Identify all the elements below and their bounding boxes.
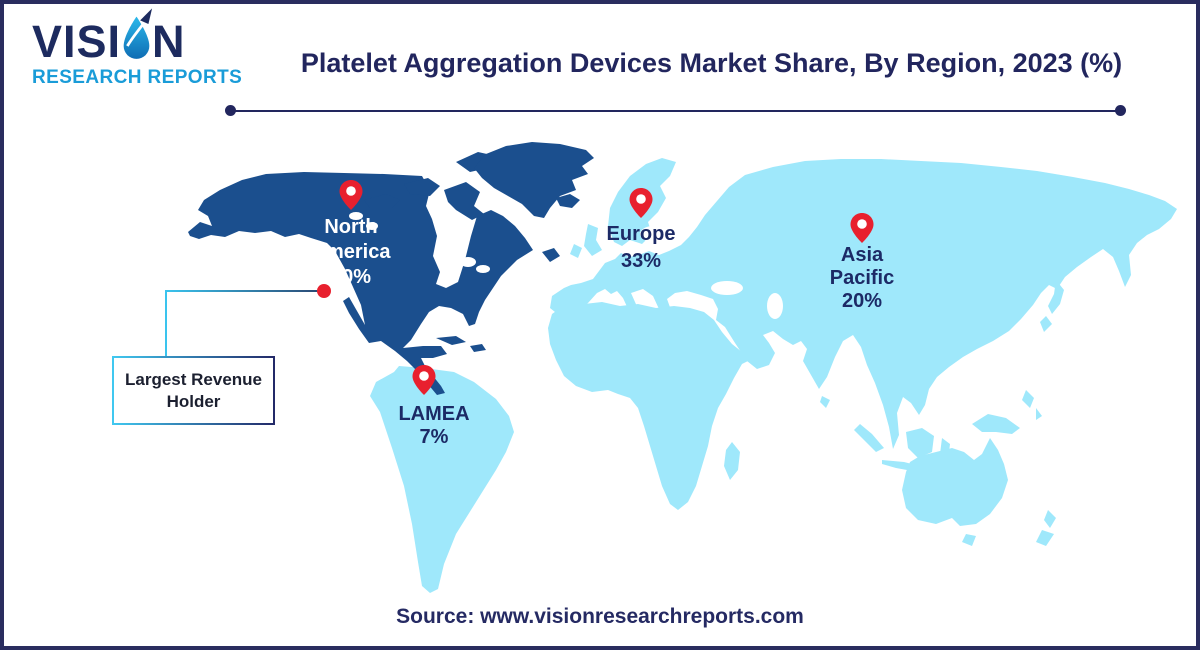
source-label: Source: [396,605,481,628]
map-iceland [556,194,580,208]
map-new-zealand [1036,510,1056,546]
map-north-america [188,172,533,395]
map-sumatra [854,424,884,452]
pin-lamea-icon [412,365,436,395]
vision-research-reports-logo: VISI N RESEARCH REPORTS [32,8,243,89]
title-divider-line [231,110,1121,112]
source-line: Source: www.visionresearchreports.com [4,605,1196,629]
map-africa [548,302,750,510]
label-lamea: LAMEA 7% [364,403,504,449]
label-north-america-value: 40% [330,266,372,288]
label-north-america: North America 40% [281,215,421,290]
map-arctic-islands [364,152,496,220]
map-united-kingdom [584,224,602,256]
map-sri-lanka [820,396,830,408]
label-asia-pacific: Asia Pacific 20% [802,244,922,313]
inland-seas [640,226,783,319]
callout-connector-horizontal [165,290,318,292]
callout-connector-vertical [165,292,167,356]
north-america-lakes [349,212,490,273]
map-greenland [474,142,594,218]
map-japan [1040,280,1064,332]
map-newfoundland [542,248,560,262]
label-europe-line1: Europe [606,223,676,245]
water-drop-arrow-icon [123,8,153,59]
logo-word-part2: N [152,16,186,67]
callout-text: Largest Revenue Holder [125,369,262,411]
page-title: Platelet Aggregation Devices Market Shar… [300,48,1123,78]
label-europe-value: 33% [620,250,662,272]
map-caribbean-islands [436,336,486,352]
divider-right-dot [1115,105,1126,116]
largest-revenue-holder-callout: Largest Revenue Holder [112,356,275,425]
map-pins [339,180,874,395]
map-new-guinea [972,414,1020,434]
source-url-link[interactable]: www.visionresearchreports.com [480,605,804,628]
pin-europe-icon [629,188,653,218]
label-europe: Europe 33% [581,221,701,275]
label-asia-pacific-line2: Pacific [829,267,895,289]
label-asia-pacific-line1: Asia [840,244,884,266]
logo-wordmark: VISI N [32,8,232,67]
callout-anchor-dot [317,284,331,298]
pin-north-america-icon [339,180,363,210]
map-eurasia [550,159,1177,449]
logo-word-part1: VISI [32,16,122,67]
label-north-america-line2: America [311,241,391,263]
map-ireland [570,244,582,258]
world-map [188,142,1177,593]
divider-left-dot [225,105,236,116]
logo-subtitle: RESEARCH REPORTS [32,67,243,88]
map-philippines [1022,390,1042,420]
map-tasmania [962,534,976,546]
label-lamea-line1: LAMEA [398,403,470,425]
map-borneo [906,428,934,458]
label-lamea-value: 7% [419,426,449,448]
map-australia [902,438,1008,526]
label-north-america-line1: North [324,216,378,238]
map-madagascar [724,442,740,480]
map-south-america [370,366,514,593]
label-asia-pacific-value: 20% [841,290,883,312]
pin-asia-pacific-icon [850,213,874,243]
